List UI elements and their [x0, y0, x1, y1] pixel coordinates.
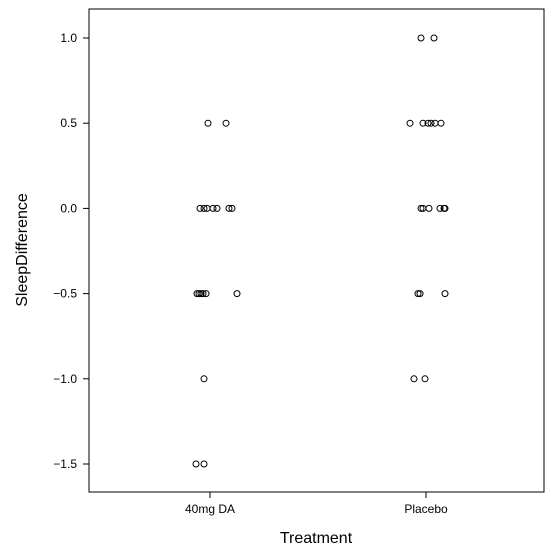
data-point [228, 204, 236, 212]
y-tick-label: 1.0 [60, 31, 77, 45]
data-point [209, 204, 217, 212]
data-point [199, 290, 207, 298]
data-point [419, 119, 427, 127]
data-point [427, 119, 435, 127]
data-point [414, 290, 422, 298]
data-points [192, 34, 449, 468]
data-point [424, 119, 432, 127]
y-tick-label: 0.5 [60, 116, 77, 130]
data-point [441, 204, 449, 212]
data-point [192, 460, 200, 468]
y-axis: 1.0 0.5 0.0 −0.5 −1.0 −1.5 [53, 31, 89, 471]
data-point [430, 34, 438, 42]
data-point [436, 204, 444, 212]
plot-frame [88, 8, 545, 493]
data-point [200, 204, 208, 212]
data-point [225, 204, 233, 212]
x-tick-label: Placebo [404, 502, 448, 516]
data-point [437, 119, 445, 127]
data-point [213, 204, 221, 212]
data-point [417, 34, 425, 42]
x-axis-title: Treatment [280, 530, 353, 547]
y-tick-label: −1.0 [53, 372, 77, 386]
data-point [441, 290, 449, 298]
y-tick-label: −0.5 [53, 287, 77, 301]
data-point [406, 119, 414, 127]
data-point [204, 119, 212, 127]
data-point [222, 119, 230, 127]
data-point [197, 290, 205, 298]
data-point [431, 119, 439, 127]
data-point [196, 204, 204, 212]
x-axis: 40mg DA Placebo [185, 492, 448, 516]
data-point [410, 375, 418, 383]
data-point [421, 375, 429, 383]
data-point [417, 204, 425, 212]
y-tick-label: 0.0 [60, 201, 77, 215]
data-point [200, 375, 208, 383]
y-axis-title: SleepDifference [14, 193, 31, 307]
data-point [202, 290, 210, 298]
data-point [233, 290, 241, 298]
y-tick-label: −1.5 [53, 457, 77, 471]
data-point [195, 290, 203, 298]
data-point [416, 290, 424, 298]
data-point [200, 460, 208, 468]
data-point [425, 204, 433, 212]
x-tick-label: 40mg DA [185, 502, 235, 516]
